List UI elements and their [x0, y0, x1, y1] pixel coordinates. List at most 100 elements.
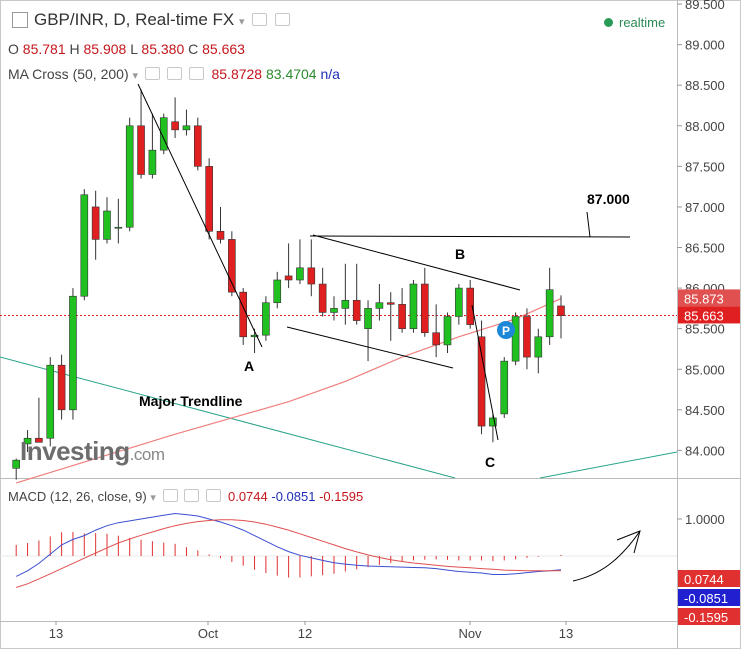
ma-cross-value: n/a	[320, 66, 340, 82]
price-tick-label: 86.500	[685, 241, 725, 256]
macd-value: 0.0744	[227, 489, 268, 504]
price-tick-label: 88.000	[685, 119, 725, 134]
last-price-label: 85.663	[684, 308, 724, 323]
level-label-leader	[586, 211, 591, 238]
candle-body	[455, 287, 463, 317]
candle-body	[216, 230, 225, 240]
macd-signal-value: -0.0851	[271, 489, 316, 504]
candle-body	[432, 332, 440, 346]
candle-body	[500, 360, 509, 415]
candle-body	[296, 267, 304, 281]
price-tick-label: 88.500	[685, 78, 725, 93]
time-tick-label: Nov	[458, 626, 482, 641]
realtime-label: realtime	[619, 15, 666, 30]
macd-legend[interactable]: MACD (12, 26, close, 9) ▾ 0.0744 -0.0851…	[8, 489, 363, 504]
pivot-marker-label: P	[502, 324, 510, 338]
point-c-label: C	[485, 454, 495, 470]
point-b-label: B	[455, 246, 465, 262]
candle-body	[23, 437, 32, 445]
candle-body	[341, 299, 350, 309]
candle-body	[557, 305, 565, 316]
candle-body	[103, 210, 111, 240]
macd-line	[15, 512, 562, 577]
candle-body	[239, 291, 247, 338]
candle-body	[80, 194, 89, 297]
ohlc-o-label: O	[8, 41, 19, 57]
ohlc-o-value: 85.781	[22, 41, 66, 57]
candle-body	[318, 283, 327, 313]
arrow-shaft	[572, 530, 641, 582]
candle-body	[182, 125, 191, 131]
candle-body	[205, 166, 213, 232]
macd-value-label: -0.0851	[684, 591, 728, 606]
macd-value-label: 0.0744	[684, 572, 724, 587]
price-tick-label: 87.500	[685, 159, 725, 174]
realtime-indicator: realtime	[604, 15, 665, 30]
candle-body	[12, 459, 20, 469]
candle-body	[35, 437, 43, 443]
candle-body	[364, 308, 372, 329]
candle-body	[273, 279, 282, 304]
candle-body	[228, 239, 236, 293]
candle-body	[137, 125, 145, 175]
eye-icon[interactable]	[144, 67, 160, 80]
time-tick-label: Oct	[198, 626, 219, 641]
chevron-down-icon[interactable]: ▾	[132, 70, 139, 82]
ma-fast-value: 85.8728	[211, 66, 263, 82]
ohlc-c-value: 85.663	[202, 41, 245, 57]
ohlc-l-label: L	[130, 41, 138, 57]
candle-body	[250, 334, 259, 338]
ohlc-h-label: H	[69, 41, 80, 57]
ma-fast-line	[16, 298, 562, 484]
candle-body	[159, 117, 168, 151]
menu-icon[interactable]	[12, 12, 28, 28]
price-tick-label: 89.500	[685, 0, 725, 12]
ohlc-h-value: 85.908	[83, 41, 127, 57]
chevron-down-icon[interactable]: ▾	[239, 16, 245, 28]
close-icon[interactable]	[205, 489, 221, 502]
macd-value-tag	[678, 589, 740, 606]
macd-value-tag	[678, 608, 740, 625]
candle-body	[330, 308, 338, 313]
candle-body	[409, 283, 418, 329]
status-dot-icon	[604, 18, 613, 27]
close-icon[interactable]	[188, 67, 204, 80]
channel-top-line	[312, 234, 521, 291]
gear-icon[interactable]	[275, 13, 290, 26]
candle-body	[307, 267, 316, 285]
eye-icon[interactable]	[252, 13, 268, 26]
candle-body	[114, 226, 123, 229]
level-87000-line	[309, 235, 631, 238]
ma-price-label: 85.873	[684, 291, 724, 306]
candle-body	[46, 364, 55, 439]
ohlc-readout: O 85.781 H 85.908 L 85.380 C 85.663	[8, 41, 245, 57]
last-price-tag	[678, 306, 740, 324]
time-tick-label: 13	[559, 626, 573, 641]
candle-body	[57, 364, 66, 411]
eye-icon[interactable]	[162, 489, 178, 502]
candle-body	[545, 289, 554, 338]
price-tick-label: 87.000	[685, 200, 725, 215]
chevron-down-icon[interactable]: ▾	[150, 492, 156, 504]
candle-body	[443, 316, 452, 346]
gear-icon[interactable]	[184, 489, 200, 502]
major-trendline-right	[539, 451, 678, 479]
macd-hist-value: -0.1595	[319, 489, 364, 504]
time-tick-label: 13	[49, 626, 63, 641]
arrow-head	[616, 530, 641, 554]
candle-body	[386, 302, 395, 305]
ma-cross-legend[interactable]: MA Cross (50, 200) ▾ 85.8728 83.4704 n/a	[8, 66, 340, 82]
gear-icon[interactable]	[166, 67, 182, 80]
price-tick-label: 85.000	[685, 362, 725, 377]
price-tick-label: 85.500	[685, 322, 725, 337]
chart-title-text: GBP/INR, D, Real-time FX	[34, 10, 235, 29]
macd-tick-label: 1.0000	[685, 512, 725, 527]
ma-cross-label: MA Cross (50, 200)	[8, 66, 129, 82]
candle-body	[477, 336, 486, 427]
ohlc-c-label: C	[188, 41, 199, 57]
pivot-marker	[497, 321, 515, 339]
macd-value-label: -0.1595	[684, 610, 728, 625]
chart-title[interactable]: GBP/INR, D, Real-time FX ▾	[34, 10, 290, 30]
